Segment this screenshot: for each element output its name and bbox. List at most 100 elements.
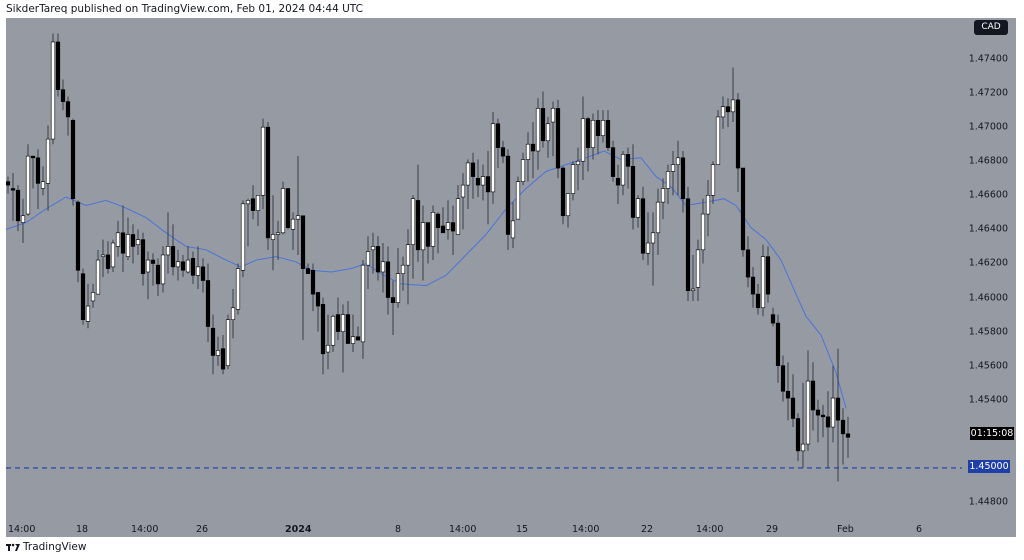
chart-pane[interactable]: 1.47400 1.47200 1.47000 1.46800 1.46600 1.464… (6, 18, 1016, 537)
candle[interactable] (450, 205, 456, 255)
candle[interactable] (785, 362, 791, 421)
candle[interactable] (440, 207, 446, 234)
candle[interactable] (480, 164, 486, 201)
candle[interactable] (65, 96, 71, 136)
candle[interactable] (345, 300, 351, 344)
candle[interactable] (500, 140, 506, 163)
candle[interactable] (30, 155, 36, 189)
currency-badge[interactable]: CAD (974, 20, 1008, 35)
candle[interactable] (6, 176, 11, 194)
candle[interactable] (210, 314, 216, 375)
candle[interactable] (470, 152, 476, 199)
candle[interactable] (545, 116, 551, 158)
candle[interactable] (350, 314, 356, 353)
candle[interactable] (640, 186, 646, 261)
candle[interactable] (635, 195, 641, 228)
candle[interactable] (590, 113, 596, 160)
candle[interactable] (495, 118, 501, 169)
candle[interactable] (645, 212, 651, 266)
candle[interactable] (630, 144, 636, 230)
candle[interactable] (675, 140, 681, 196)
candle[interactable] (425, 222, 431, 264)
candle[interactable] (355, 326, 361, 341)
candle[interactable] (170, 224, 176, 276)
candle[interactable] (460, 173, 466, 230)
candle[interactable] (245, 198, 251, 247)
candle[interactable] (60, 79, 66, 111)
candle[interactable] (25, 144, 31, 216)
candle[interactable] (685, 186, 691, 301)
candle[interactable] (600, 110, 606, 143)
candle[interactable] (765, 246, 771, 303)
candle[interactable] (335, 297, 341, 341)
candle[interactable] (750, 266, 756, 308)
candle[interactable] (100, 239, 106, 278)
candle[interactable] (40, 166, 46, 196)
candle[interactable] (45, 125, 51, 211)
candle[interactable] (670, 151, 676, 196)
candle[interactable] (625, 147, 631, 189)
candle[interactable] (540, 91, 546, 148)
candle[interactable] (55, 33, 61, 97)
candle[interactable] (180, 254, 186, 278)
candle[interactable] (200, 258, 206, 293)
candle[interactable] (360, 260, 366, 359)
candle[interactable] (555, 99, 561, 179)
candle[interactable] (585, 116, 591, 172)
candle[interactable] (570, 161, 576, 201)
candle[interactable] (365, 236, 371, 290)
candle[interactable] (825, 391, 831, 468)
candle[interactable] (70, 118, 76, 206)
candle[interactable] (85, 283, 91, 329)
candle[interactable] (105, 241, 111, 274)
candle[interactable] (255, 195, 261, 226)
candle[interactable] (525, 132, 531, 182)
candle[interactable] (775, 314, 781, 383)
candle[interactable] (505, 149, 511, 250)
candle[interactable] (735, 93, 741, 192)
candle[interactable] (175, 249, 181, 281)
candle[interactable] (770, 307, 776, 327)
candle[interactable] (680, 151, 686, 213)
candle[interactable] (780, 355, 786, 402)
candle[interactable] (260, 118, 266, 209)
candle[interactable] (330, 314, 336, 353)
candle[interactable] (795, 413, 801, 462)
candle[interactable] (755, 283, 761, 315)
candle[interactable] (15, 185, 21, 232)
candle[interactable] (430, 205, 436, 261)
candle[interactable] (800, 382, 806, 468)
candle[interactable] (115, 220, 121, 257)
candle[interactable] (710, 161, 716, 204)
candle[interactable] (665, 164, 671, 204)
candle[interactable] (220, 335, 226, 375)
candle[interactable] (615, 164, 621, 204)
candle[interactable] (520, 152, 526, 186)
candle[interactable] (120, 205, 126, 272)
candle[interactable] (160, 246, 166, 293)
candle[interactable] (610, 140, 616, 182)
candle[interactable] (275, 220, 281, 261)
candle[interactable] (575, 147, 581, 191)
candle[interactable] (90, 283, 96, 308)
candle[interactable] (445, 200, 451, 240)
candle[interactable] (705, 179, 711, 237)
candle[interactable] (125, 217, 131, 261)
candle[interactable] (745, 236, 751, 288)
candle[interactable] (395, 248, 401, 308)
candle[interactable] (700, 198, 706, 264)
candle[interactable] (690, 254, 696, 301)
candle[interactable] (550, 101, 556, 157)
candle[interactable] (475, 159, 481, 198)
candle[interactable] (165, 212, 171, 274)
candle[interactable] (340, 304, 346, 373)
candle[interactable] (230, 289, 236, 339)
candle[interactable] (195, 246, 201, 290)
candle[interactable] (760, 244, 766, 317)
candle[interactable] (595, 110, 601, 155)
candle[interactable] (375, 236, 381, 281)
candle[interactable] (515, 176, 521, 220)
candle[interactable] (20, 198, 26, 244)
candle[interactable] (830, 365, 836, 443)
footer-brand[interactable]: TradingView (6, 541, 86, 553)
